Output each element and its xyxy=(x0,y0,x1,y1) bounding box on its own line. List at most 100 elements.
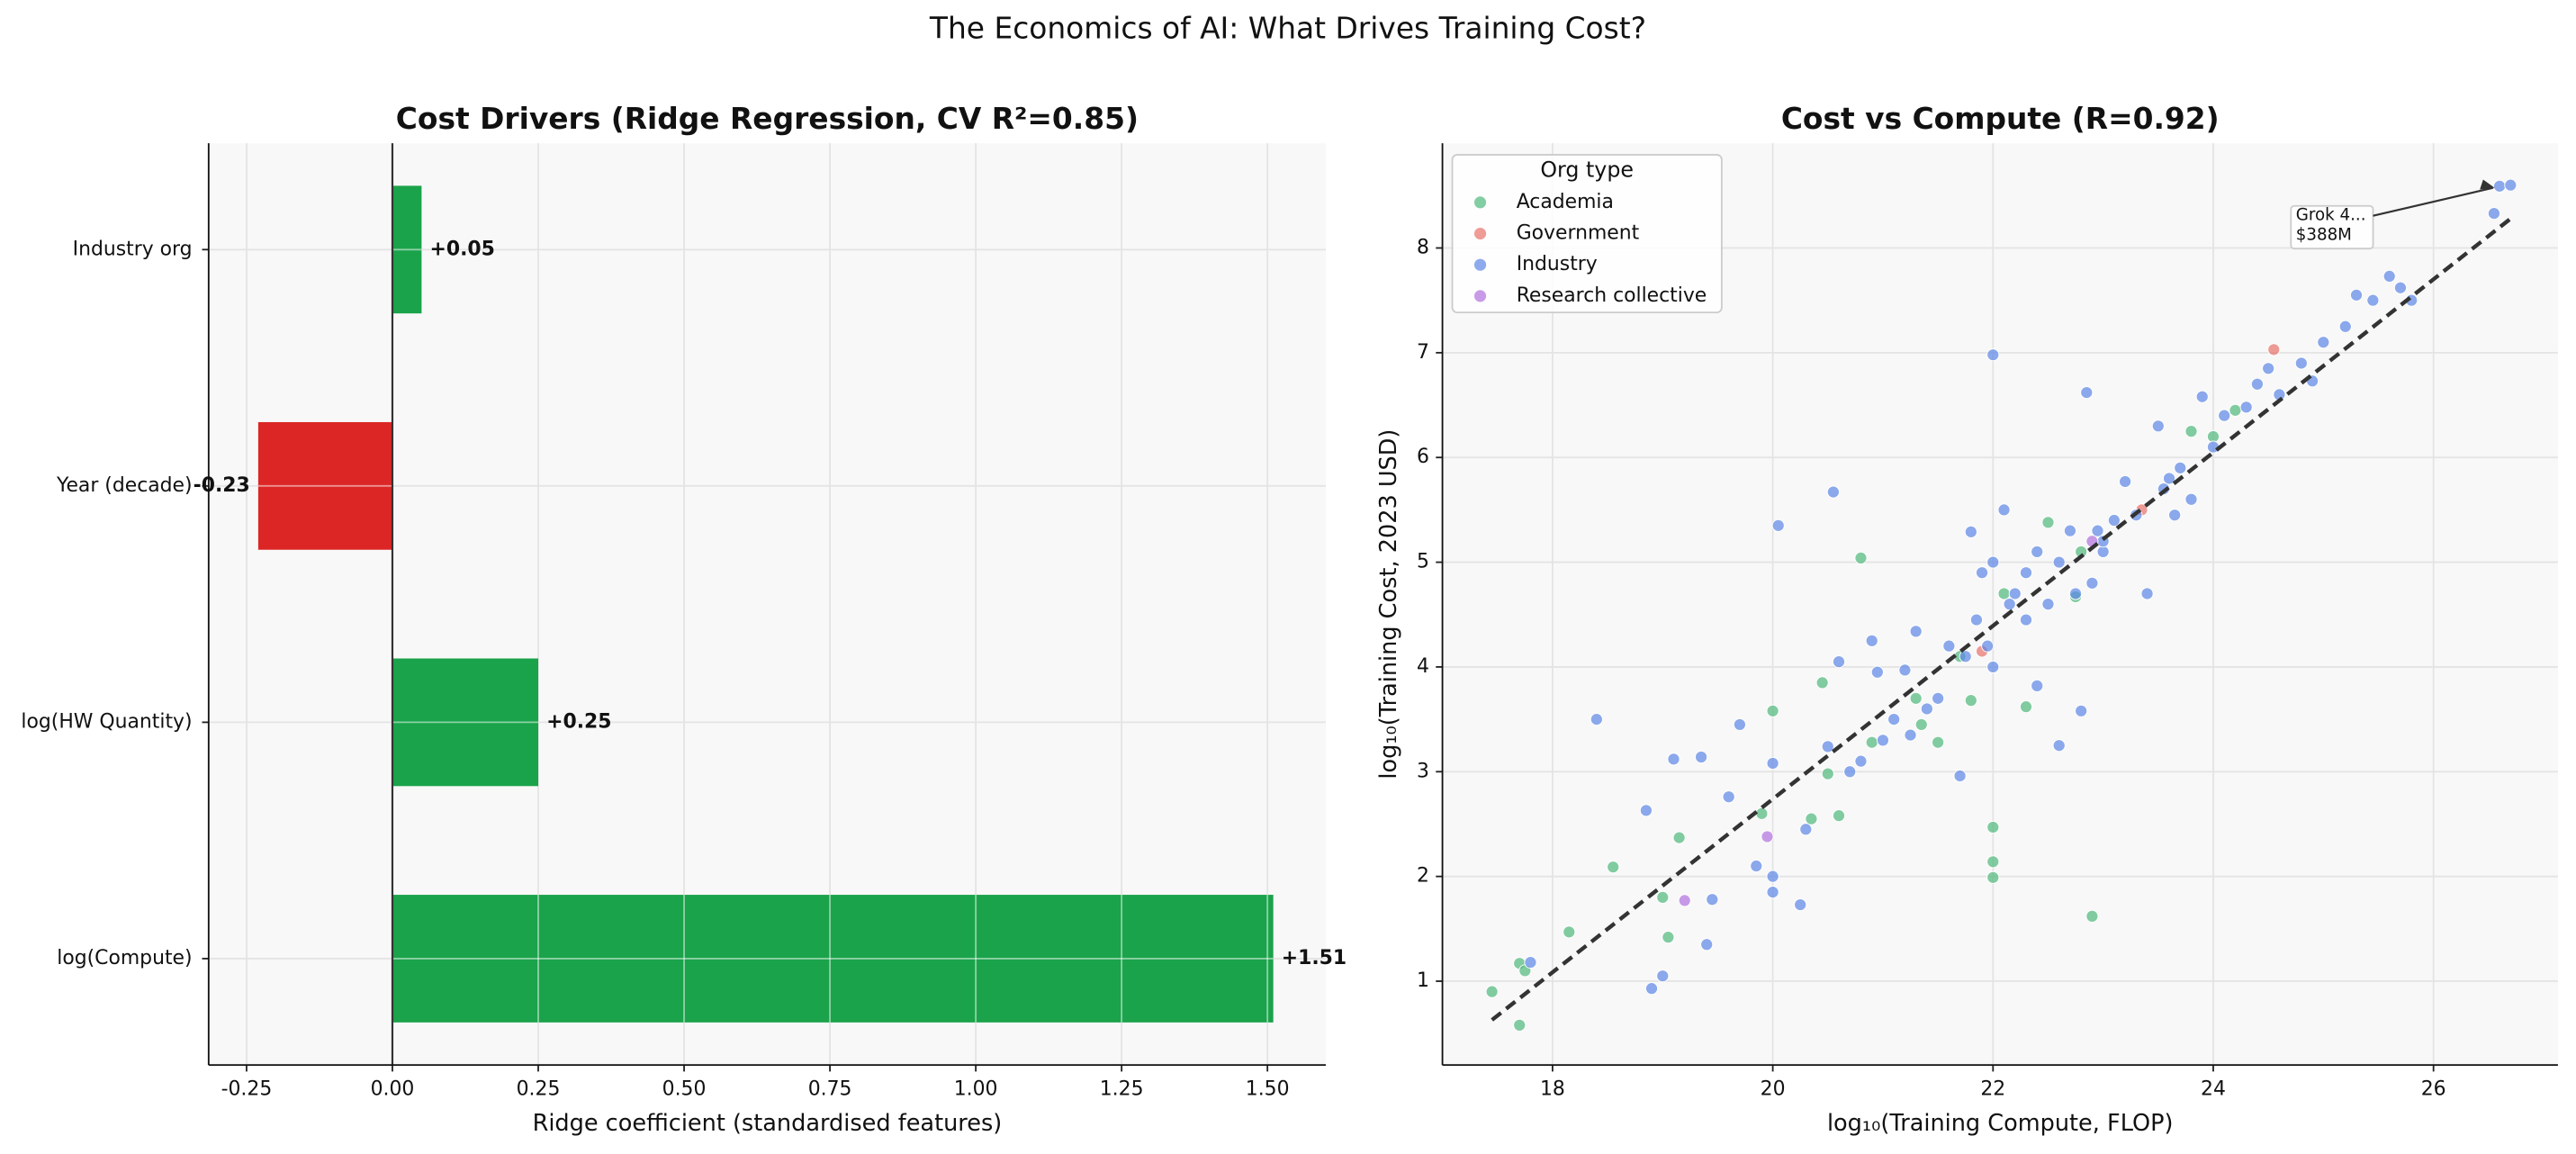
x-tick-label: 20 xyxy=(1761,1077,1786,1100)
scatter-point xyxy=(2031,545,2044,558)
scatter-point xyxy=(1909,625,1923,638)
scatter-point xyxy=(1662,931,1675,944)
scatter-point xyxy=(2218,409,2231,422)
x-tick-label: 18 xyxy=(1540,1077,1565,1100)
value-label: +0.25 xyxy=(546,710,611,733)
scatter-point xyxy=(1904,728,1917,742)
scatter-point xyxy=(2168,509,2182,522)
y-tick-label: 2 xyxy=(1417,865,1429,888)
scatter-point xyxy=(1771,518,1785,532)
scatter-point xyxy=(2052,739,2066,753)
scatter-point xyxy=(2063,524,2076,537)
scatter-point xyxy=(2080,386,2094,400)
chart-title: Cost vs Compute (R=0.92) xyxy=(1781,102,2220,136)
scatter-point xyxy=(1826,485,1840,499)
scatter-point xyxy=(2140,587,2154,600)
x-tick-label: -0.25 xyxy=(221,1077,273,1100)
scatter-point xyxy=(1513,1018,1527,1032)
figure-title: The Economics of AI: What Drives Trainin… xyxy=(929,12,1646,46)
scatter-point xyxy=(2003,598,2016,611)
y-tick-label: Year (decade) xyxy=(56,474,193,497)
scatter-point xyxy=(1590,713,1603,726)
scatter-point xyxy=(2019,613,2033,627)
y-tick-label: Industry org xyxy=(73,238,193,260)
scatter-point xyxy=(1524,956,1537,969)
annotation-text: Grok 4... xyxy=(2296,206,2366,225)
scatter-point xyxy=(1722,790,1735,804)
y-tick-label: 8 xyxy=(1417,236,1429,258)
scatter-point xyxy=(1766,870,1779,883)
scatter-point xyxy=(1563,925,1576,939)
scatter-point xyxy=(2250,377,2264,391)
scatter-point xyxy=(2041,516,2055,529)
scatter-point xyxy=(1942,639,1956,653)
scatter-point xyxy=(1485,985,1499,998)
scatter-point xyxy=(2366,293,2380,307)
scatter-point xyxy=(1986,660,2000,673)
scatter-point xyxy=(1672,831,1686,844)
scatter-point xyxy=(1645,982,1659,996)
scatter-point xyxy=(1865,735,1878,749)
scatter-point xyxy=(1607,861,1620,874)
scatter-point xyxy=(2487,207,2500,221)
scatter-point xyxy=(1678,894,1691,907)
scatter-point xyxy=(1766,756,1779,771)
scatter-point xyxy=(1964,694,1977,708)
scatter-point xyxy=(1821,740,1834,753)
scatter-point xyxy=(1821,767,1834,780)
annotation-arrowhead xyxy=(2480,179,2495,190)
scatter-point xyxy=(2504,178,2517,192)
y-tick-label: 4 xyxy=(1417,655,1429,678)
x-tick-label: 26 xyxy=(2421,1077,2446,1100)
scatter-point xyxy=(2195,390,2209,403)
y-tick-label: log(Compute) xyxy=(57,947,192,969)
legend-label: Government xyxy=(1517,222,1640,245)
scatter-point xyxy=(1700,938,1714,951)
scatter-point xyxy=(1914,717,1928,731)
scatter-point xyxy=(2174,461,2187,474)
legend-label: Industry xyxy=(1517,253,1598,275)
scatter-point xyxy=(1964,525,1977,538)
y-tick-label: 6 xyxy=(1417,446,1429,468)
scatter-point xyxy=(1920,702,1933,716)
scatter-point xyxy=(2031,679,2044,692)
scatter-point xyxy=(2350,288,2364,302)
scatter-point xyxy=(2239,401,2253,414)
scatter-point xyxy=(1876,734,1889,747)
legend-label: Research collective xyxy=(1517,284,1707,307)
scatter-point xyxy=(2085,576,2099,590)
scatter-point xyxy=(1799,823,1813,836)
scatter-point xyxy=(1794,898,1807,912)
scatter-point xyxy=(2085,909,2099,923)
scatter-point xyxy=(1667,753,1680,766)
scatter-point xyxy=(1832,809,1846,823)
x-tick-label: 0.25 xyxy=(517,1077,561,1100)
scatter-point xyxy=(1986,348,2000,362)
scatter-point xyxy=(2052,555,2066,569)
scatter-point xyxy=(1750,859,1763,873)
scatter-point xyxy=(2317,336,2330,349)
scatter-point xyxy=(1953,769,1967,782)
scatter-point xyxy=(1865,634,1878,647)
scatter-point xyxy=(2091,524,2104,537)
scatter-point xyxy=(2096,545,2110,558)
scatter-point xyxy=(1854,754,1868,768)
scatter-point xyxy=(2019,700,2033,714)
y-tick-label: log(HW Quantity) xyxy=(21,710,192,733)
annotation-box xyxy=(2290,204,2374,250)
scatter-point xyxy=(2019,566,2033,580)
scatter-point xyxy=(2294,356,2308,370)
scatter-point xyxy=(1755,807,1769,820)
scatter-point xyxy=(1656,890,1670,904)
scatter-point xyxy=(2119,474,2132,489)
value-label: -0.23 xyxy=(194,474,250,497)
scatter-point xyxy=(1932,735,1945,749)
scatter-point xyxy=(2075,704,2088,717)
scatter-point xyxy=(2206,429,2220,443)
scatter-point xyxy=(1969,613,1983,627)
x-tick-label: 0.50 xyxy=(662,1077,707,1100)
legend-box xyxy=(1451,153,1723,314)
scatter-point xyxy=(1986,870,2000,884)
scatter-point xyxy=(1898,663,1912,677)
